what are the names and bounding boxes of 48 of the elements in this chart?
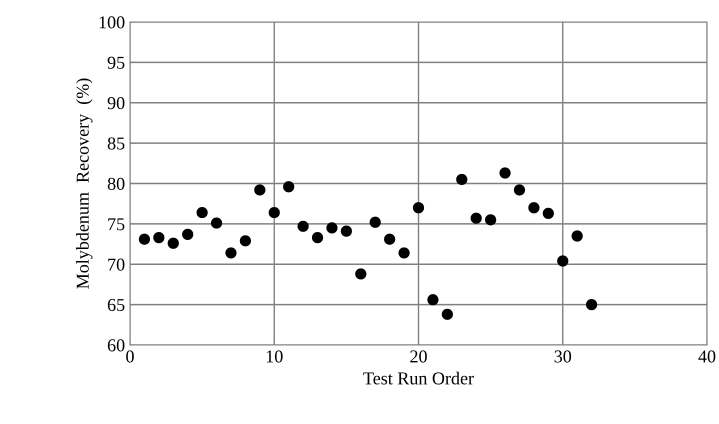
point [312, 232, 324, 244]
x-axis-title: Test Run Order [363, 372, 474, 384]
point [283, 181, 294, 192]
point [514, 184, 526, 196]
y-axis-title: Molybdenum Recovery (%) [76, 78, 92, 289]
point [528, 202, 540, 214]
x-tick-label: 30 [554, 350, 572, 363]
point [168, 238, 179, 249]
point [268, 206, 280, 218]
point [254, 184, 266, 196]
point [456, 174, 468, 186]
point [297, 220, 309, 232]
point [182, 228, 194, 240]
y-tick-label: 80 [108, 178, 124, 190]
x-tick-label: 20 [410, 350, 427, 363]
point [153, 232, 164, 244]
point [485, 214, 496, 226]
point [326, 222, 338, 234]
y-tick-label: 75 [108, 218, 124, 230]
point [340, 226, 352, 237]
point [412, 202, 424, 214]
point [355, 268, 366, 280]
point [557, 255, 568, 267]
point [398, 247, 410, 259]
y-tick-label: 65 [108, 298, 124, 312]
point [225, 247, 237, 259]
y-tick-label: 100 [100, 16, 124, 28]
y-tick-label: 85 [108, 137, 124, 150]
x-tick-label: 0 [126, 350, 134, 363]
point [370, 216, 381, 228]
point [499, 167, 511, 179]
y-tick-label: 90 [108, 97, 124, 110]
point [572, 230, 583, 242]
point [427, 294, 439, 306]
point [196, 206, 208, 218]
point [240, 235, 252, 246]
point [138, 234, 150, 245]
point [470, 212, 482, 224]
point [210, 217, 222, 229]
x-tick-label: 10 [266, 350, 283, 363]
x-tick-label: 40 [698, 350, 716, 363]
y-tick-label: 70 [108, 258, 124, 271]
point [384, 234, 396, 245]
point [586, 299, 598, 310]
y-tick-label: 95 [108, 56, 124, 69]
point [542, 208, 554, 219]
point [442, 308, 453, 320]
y-tick-label: 60 [108, 339, 124, 352]
